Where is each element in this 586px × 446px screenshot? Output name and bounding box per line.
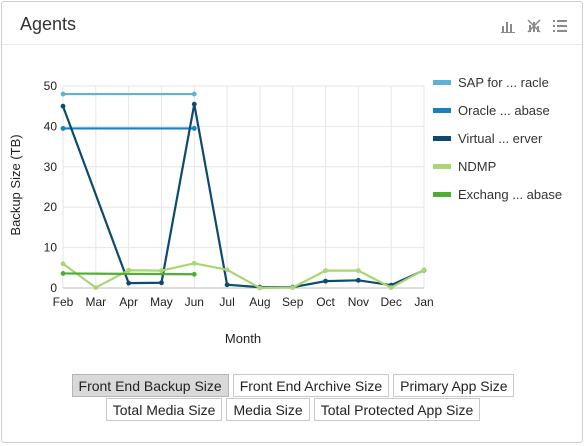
x-tick-label: Oct (316, 295, 335, 309)
legend-item[interactable]: Oracle ... abase (433, 103, 550, 118)
x-axis-title: Month (225, 331, 261, 346)
x-tick-label: Aug (249, 295, 270, 309)
x-tick-label: Mar (85, 295, 106, 309)
total-protected-app-size-button[interactable]: Total Protected App Size (313, 398, 481, 421)
primary-app-size-button[interactable]: Primary App Size (393, 374, 515, 397)
legend-label: Exchang ... abase (458, 187, 562, 202)
legend-item[interactable]: Exchang ... abase (433, 187, 562, 202)
y-tick-label: 50 (44, 79, 58, 93)
y-tick-label: 20 (44, 200, 58, 214)
legend-label: NDMP (458, 159, 496, 174)
y-tick-label: 10 (44, 241, 58, 255)
legend-label: Oracle ... abase (458, 103, 550, 118)
data-point[interactable] (60, 126, 66, 131)
chart-grid (62, 85, 425, 289)
x-tick-label: Feb (53, 295, 74, 309)
data-point[interactable] (126, 267, 132, 273)
legend-swatch (433, 80, 451, 85)
data-point[interactable] (421, 267, 427, 273)
data-point[interactable] (93, 285, 99, 290)
data-point[interactable] (191, 91, 197, 97)
y-axis-ticks: 0 10 20 30 40 50 (44, 79, 58, 295)
metric-button-row-2: Total Media Size Media Size Total Protecte… (0, 398, 586, 421)
x-tick-label: Sep (282, 295, 304, 309)
legend-item[interactable]: Virtual ... erver (433, 131, 543, 146)
data-point[interactable] (191, 260, 197, 266)
data-point[interactable] (60, 261, 66, 267)
legend-swatch (433, 108, 451, 113)
data-point[interactable] (126, 280, 132, 286)
legend-item[interactable]: NDMP (433, 159, 496, 174)
legend-item[interactable]: SAP for ... racle (433, 75, 549, 90)
y-tick-label: 30 (44, 160, 58, 174)
data-point[interactable] (355, 268, 361, 274)
chart-legend: SAP for ... racle Oracle ... abase Virtual… (433, 75, 562, 202)
front-end-archive-size-button[interactable]: Front End Archive Size (232, 374, 390, 397)
x-tick-label: Jul (219, 295, 234, 309)
bar-chart-icon[interactable] (500, 18, 516, 34)
chart-series (60, 91, 427, 291)
panel-title: Agents (20, 14, 77, 34)
data-point[interactable] (159, 280, 164, 286)
data-point[interactable] (191, 271, 197, 277)
legend-label: SAP for ... racle (458, 75, 549, 90)
data-point[interactable] (191, 101, 197, 107)
toggle-chart-icon[interactable] (526, 18, 542, 34)
chart-toolbar (500, 18, 568, 34)
x-tick-label: Nov (348, 295, 369, 309)
data-point[interactable] (257, 285, 263, 291)
x-tick-label: Apr (119, 295, 138, 309)
data-point[interactable] (60, 103, 66, 109)
legend-swatch (433, 164, 451, 169)
series-line-4[interactable] (62, 272, 195, 276)
data-point[interactable] (355, 277, 361, 283)
data-point[interactable] (60, 91, 66, 97)
y-tick-label: 40 (44, 119, 58, 133)
y-tick-label: 0 (50, 281, 57, 295)
data-point[interactable] (323, 278, 328, 284)
x-tick-label: May (150, 295, 173, 309)
legend-swatch (433, 192, 451, 197)
x-axis-ticks: Feb Mar Apr May Jun Jul Aug Sep Oct Nov Dec Jan (53, 295, 434, 309)
header-divider (2, 44, 582, 45)
legend-label: Virtual ... erver (458, 131, 543, 146)
total-media-size-button[interactable]: Total Media Size (105, 398, 223, 421)
media-size-button[interactable]: Media Size (226, 398, 310, 421)
data-point[interactable] (323, 268, 328, 274)
list-icon[interactable] (552, 18, 568, 34)
data-point[interactable] (191, 126, 197, 131)
series-line-3[interactable] (62, 262, 425, 290)
series-line-2[interactable] (61, 103, 425, 289)
data-point[interactable] (60, 271, 66, 276)
metric-button-row-1: Front End Backup Size Front End Archive S… (0, 374, 586, 397)
y-axis-title: Backup Size (TB) (8, 134, 23, 235)
x-tick-label: Jan (414, 295, 433, 309)
data-point[interactable] (290, 285, 296, 290)
data-point[interactable] (159, 268, 164, 274)
front-end-backup-size-button[interactable]: Front End Backup Size (71, 374, 229, 397)
data-point[interactable] (224, 267, 230, 273)
x-tick-label: Dec (381, 295, 402, 309)
legend-swatch (433, 136, 451, 141)
x-tick-label: Jun (185, 295, 204, 309)
data-point[interactable] (224, 282, 230, 288)
data-point[interactable] (388, 285, 394, 290)
